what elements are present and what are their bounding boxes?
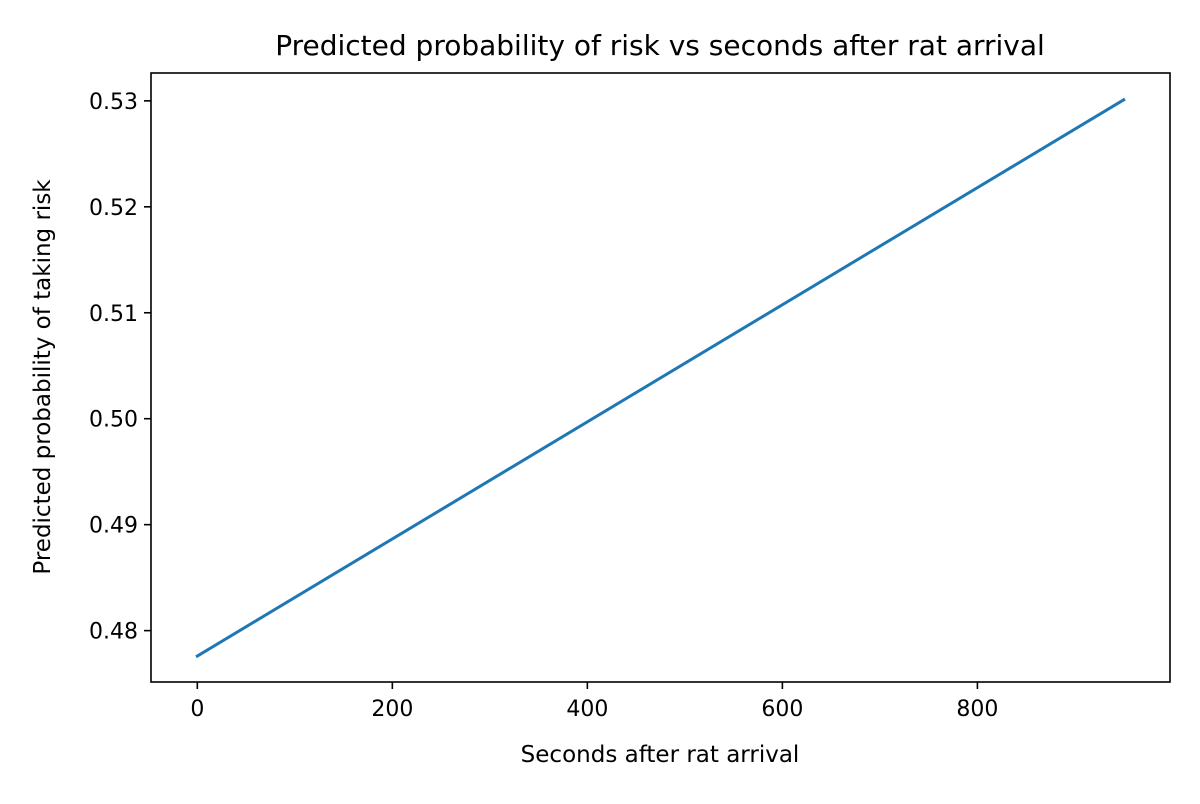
y-tick-label: 0.51 (89, 302, 138, 327)
chart-title: Predicted probability of risk vs seconds… (275, 29, 1045, 62)
series-line-0 (195, 97, 1126, 659)
y-axis: 0.48 0.49 0.50 0.51 0.52 0.53 (89, 90, 151, 645)
x-tick-label: 800 (956, 697, 998, 722)
x-axis-label: Seconds after rat arrival (521, 742, 800, 768)
x-tick-label: 600 (761, 697, 803, 722)
y-tick-label: 0.53 (89, 90, 138, 115)
y-axis-label: Predicted probability of taking risk (30, 179, 56, 575)
y-tick-label: 0.52 (89, 196, 138, 221)
x-tick-label: 200 (371, 697, 413, 722)
x-tick-label: 400 (566, 697, 608, 722)
x-tick-label: 0 (190, 697, 204, 722)
series-layer (195, 97, 1126, 659)
y-tick-label: 0.50 (89, 408, 138, 433)
plot-area (150, 72, 1171, 683)
plot-frame (150, 72, 1171, 683)
y-tick-label: 0.48 (89, 620, 138, 645)
x-axis: 0 200 400 600 800 (190, 682, 998, 722)
y-tick-label: 0.49 (89, 514, 138, 539)
